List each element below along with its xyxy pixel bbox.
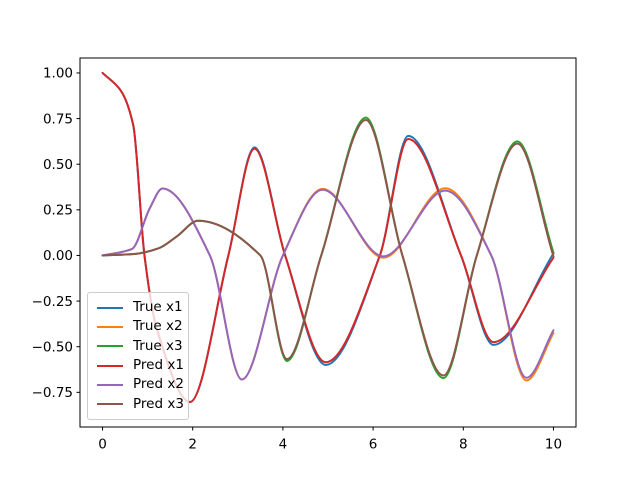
y-tick-label: −0.50 xyxy=(32,339,73,355)
legend-entry-pred-x1: Pred x1 xyxy=(94,356,184,375)
series-line-pred-x1 xyxy=(101,71,555,403)
legend-label: True x3 xyxy=(133,337,183,354)
x-tick-label: 6 xyxy=(369,437,378,453)
y-tick-label: 0.00 xyxy=(43,248,73,264)
x-tick-label: 2 xyxy=(188,437,197,453)
legend-entry-true-x2: True x2 xyxy=(94,317,183,336)
x-tick-label: 10 xyxy=(545,437,562,453)
legend-line-sample xyxy=(97,403,123,406)
legend-line-sample xyxy=(97,325,123,328)
y-tick-label: 0.50 xyxy=(43,157,73,173)
legend-line-sample xyxy=(97,306,123,309)
x-tick-label: 8 xyxy=(459,437,468,453)
series-line-pred-x3 xyxy=(101,119,555,377)
legend-label: True x1 xyxy=(133,298,183,315)
legend-line-sample xyxy=(97,345,123,348)
legend-label: Pred x1 xyxy=(133,356,184,373)
legend-label: Pred x3 xyxy=(133,395,184,412)
series-line-pred-x2 xyxy=(101,187,555,381)
legend-label: True x2 xyxy=(133,318,183,335)
legend-line-sample xyxy=(97,364,123,367)
y-tick-label: 0.25 xyxy=(43,203,73,219)
legend: True x1 True x2 True x3 Pred x1 Pred x2 Pred … xyxy=(87,292,189,420)
legend-label: Pred x2 xyxy=(133,376,184,393)
series-group xyxy=(101,71,555,403)
legend-entry-true-x3: True x3 xyxy=(94,337,183,356)
axes-spines xyxy=(79,57,577,428)
y-tick-label: −0.25 xyxy=(32,294,73,310)
x-tick-label: 4 xyxy=(279,437,288,453)
legend-line-sample xyxy=(97,383,123,386)
y-tick-label: 1.00 xyxy=(43,66,73,82)
legend-entry-pred-x3: Pred x3 xyxy=(94,395,184,414)
y-tick-label: −0.75 xyxy=(32,385,73,401)
y-tick-label: 0.75 xyxy=(43,111,73,127)
x-tick-label: 0 xyxy=(98,437,107,453)
legend-entry-pred-x2: Pred x2 xyxy=(94,375,184,394)
legend-entry-true-x1: True x1 xyxy=(94,298,183,317)
